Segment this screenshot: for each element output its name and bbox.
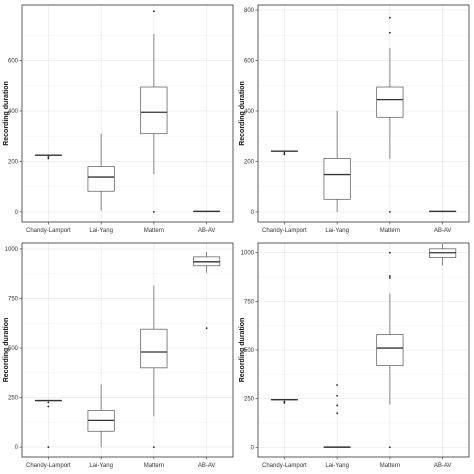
outlier-point — [152, 211, 155, 213]
outlier-point — [336, 404, 339, 407]
plot-border — [21, 4, 234, 223]
x-tick-label: Chandy-Lamport — [262, 463, 307, 469]
y-axis-title: Recording duration — [3, 81, 10, 146]
plot-background — [22, 5, 233, 222]
y-tick-label: 200 — [244, 159, 255, 165]
y-axis-title: Recording duration — [3, 318, 10, 383]
y-tick-label: 750 — [244, 299, 255, 305]
box-chandy-lamport — [34, 399, 62, 448]
box-ab-av — [429, 243, 457, 266]
x-tick-label: Mattern — [144, 463, 164, 469]
x-tick-label: Lai-Yang — [89, 463, 113, 469]
box-lai-yang — [87, 133, 115, 211]
y-tick-label: 250 — [8, 396, 19, 402]
x-tick-label: Lai-Yang — [325, 463, 349, 469]
x-tick-label: AB-AV — [434, 463, 452, 469]
x-tick-label: AB-AV — [198, 463, 216, 469]
outlier-point — [205, 327, 208, 330]
plot-border — [21, 242, 234, 458]
outlier-point — [388, 277, 391, 279]
x-tick-label: AB-AV — [434, 228, 452, 234]
y-tick-label: 200 — [8, 159, 19, 165]
y-tick-label: 0 — [15, 210, 19, 216]
outlier-point — [388, 31, 391, 34]
outlier-point — [388, 211, 391, 213]
box-mattern — [376, 251, 404, 449]
box-iqr — [140, 328, 168, 369]
outlier-point — [47, 446, 50, 448]
box-mattern — [376, 16, 404, 213]
outlier-point — [388, 446, 391, 449]
box-chandy-lamport — [34, 154, 62, 160]
y-tick-label: 0 — [15, 445, 19, 451]
outlier-point — [283, 151, 286, 154]
y-tick-label: 0 — [251, 210, 255, 216]
chart-panel-2: 0 200 400 600 800 Chandy-Lamport Lai-Yang Matte… — [239, 4, 470, 234]
y-tick-label: 800 — [244, 8, 255, 14]
x-tick-label: Mattern — [380, 228, 400, 234]
outlier-point — [152, 446, 155, 448]
outlier-point — [47, 405, 50, 408]
outlier-point — [336, 394, 339, 397]
outlier-point — [47, 156, 50, 158]
plot-background — [258, 5, 469, 222]
y-tick-label: 600 — [244, 59, 255, 65]
y-tick-label: 1000 — [5, 247, 19, 253]
box-iqr — [87, 166, 115, 192]
outlier-point — [388, 251, 391, 254]
x-tick-label: Lai-Yang — [89, 228, 113, 234]
box-mattern — [140, 10, 168, 213]
y-tick-label: 500 — [8, 346, 19, 352]
box-ab-av — [193, 251, 221, 330]
box-lai-yang — [323, 110, 351, 212]
y-tick-label: 750 — [8, 296, 19, 302]
y-tick-label: 400 — [244, 109, 255, 115]
box-iqr — [376, 334, 404, 366]
box-lai-yang — [87, 384, 115, 448]
outlier-point — [336, 412, 339, 415]
outlier-point — [152, 10, 155, 13]
box-iqr — [323, 158, 351, 200]
x-tick-label: Chandy-Lamport — [262, 228, 307, 234]
box-ab-av — [429, 210, 457, 213]
x-tick-label: Mattern — [144, 228, 164, 234]
y-tick-label: 0 — [251, 445, 255, 451]
box-ab-av — [193, 210, 221, 213]
x-tick-label: Mattern — [380, 463, 400, 469]
y-tick-label: 600 — [8, 59, 19, 65]
outlier-point — [283, 400, 286, 403]
chart-panel-4: 0 250 500 750 1000 Chandy-Lamport Lai-Yang Matt… — [239, 242, 470, 469]
outlier-point — [47, 157, 50, 160]
y-tick-label: 400 — [8, 109, 19, 115]
y-tick-label: 1000 — [241, 251, 255, 257]
chart-panel-1: 0 200 400 600 Chandy-Lamport Lai-Yang Mattern A… — [3, 4, 234, 234]
chart-panel-3: 0 250 500 750 1000 Chandy-Lamport Lai-Yang Matt… — [3, 242, 234, 469]
x-tick-label: AB-AV — [198, 228, 216, 234]
box-mattern — [140, 285, 168, 448]
outlier-point — [283, 402, 286, 404]
y-axis-title: Recording duration — [239, 318, 246, 383]
box-iqr — [376, 86, 404, 118]
y-axis-title: Recording duration — [239, 81, 246, 146]
outlier-point — [47, 401, 50, 404]
x-tick-label: Chandy-Lamport — [26, 463, 71, 469]
plot-background — [22, 243, 233, 457]
outlier-point — [283, 153, 286, 156]
box-iqr — [140, 86, 168, 135]
y-tick-label: 500 — [244, 348, 255, 354]
outlier-point — [388, 275, 391, 277]
box-lai-yang — [323, 384, 351, 448]
box-chandy-lamport — [270, 398, 298, 404]
plot-border — [257, 4, 470, 223]
y-tick-label: 250 — [244, 397, 255, 403]
outlier-point — [336, 384, 339, 386]
box-chandy-lamport — [270, 150, 298, 156]
x-tick-label: Chandy-Lamport — [26, 228, 71, 234]
outlier-point — [388, 16, 391, 19]
x-tick-label: Lai-Yang — [325, 228, 349, 234]
